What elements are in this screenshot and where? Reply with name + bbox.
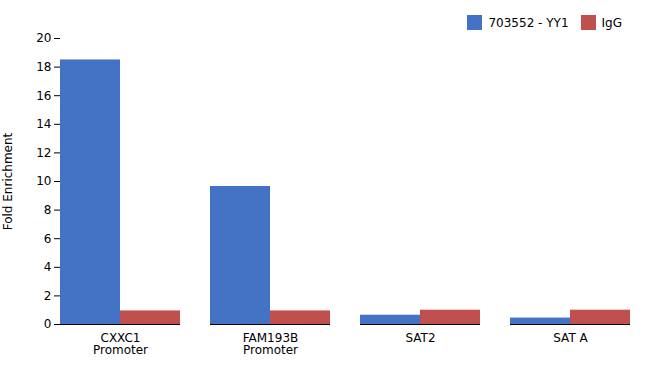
html-text:IgG: IgG — [601, 15, 622, 30]
svg-text:10: 10 — [36, 174, 51, 188]
svg-text:SAT2: SAT2 — [405, 331, 435, 345]
svg-text:16: 16 — [36, 89, 51, 103]
svg-text:4: 4 — [44, 260, 52, 274]
svg-text:8: 8 — [44, 203, 52, 217]
html-text:703552 - YY1: 703552 - YY1 — [488, 15, 569, 30]
svg-text:18: 18 — [36, 60, 51, 74]
svg-text:20: 20 — [36, 31, 51, 45]
svg-text:SAT A: SAT A — [553, 331, 588, 345]
svg-text:12: 12 — [36, 146, 51, 160]
svg-text:CXXC1Promoter: CXXC1Promoter — [93, 331, 148, 357]
svg-text:14: 14 — [36, 117, 51, 131]
svg-text:6: 6 — [44, 232, 52, 246]
svg-text:2: 2 — [44, 289, 52, 303]
svg-text:0: 0 — [44, 317, 52, 331]
svg-text:Fold Enrichment: Fold Enrichment — [1, 132, 15, 230]
svg-text:FAM193BPromoter: FAM193BPromoter — [243, 331, 299, 357]
